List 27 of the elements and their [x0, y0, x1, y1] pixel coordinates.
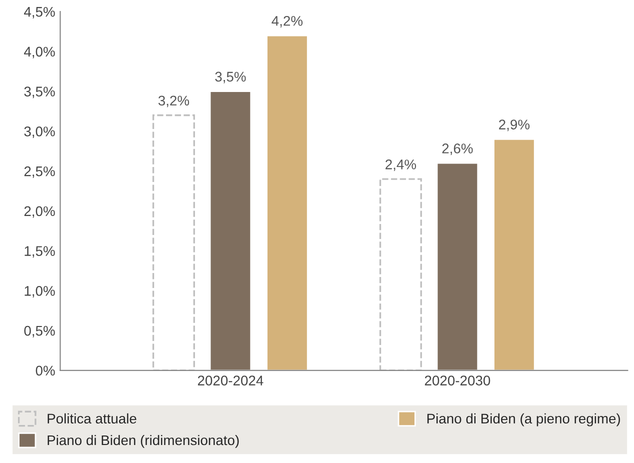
y-tick-label: 2,0% [24, 206, 55, 218]
data-label: 2,9% [499, 120, 530, 132]
legend-label: Politica attuale [48, 413, 136, 424]
data-label: 4,2% [272, 16, 303, 28]
bar [152, 114, 195, 370]
data-label: 2,6% [442, 144, 473, 156]
x-tick-label: 2020-2024 [198, 376, 264, 386]
y-tick-label: 2,5% [24, 166, 55, 178]
y-tick-label: 0% [36, 366, 55, 376]
y-tick-label: 3,5% [24, 86, 55, 98]
y-tick-label: 4,5% [24, 6, 55, 18]
bar [379, 178, 422, 370]
data-label: 3,5% [215, 72, 246, 84]
legend-label: Piano di Biden (ridimensionato) [48, 434, 239, 448]
y-tick-label: 1,5% [24, 246, 55, 258]
y-tick-label: 1,0% [24, 286, 55, 298]
legend-label: Piano di Biden (a pieno regime) [427, 413, 620, 426]
bar [436, 162, 479, 370]
y-tick-label: 3,0% [24, 126, 55, 138]
bar [209, 90, 252, 370]
data-label: 3,2% [158, 96, 190, 108]
data-label: 2,4% [386, 160, 416, 171]
bar [493, 138, 536, 370]
y-tick-label: 0,5% [24, 326, 55, 338]
bar [266, 34, 308, 370]
x-tick-label: 2020-2030 [424, 376, 490, 386]
y-tick-label: 4,0% [24, 46, 55, 58]
